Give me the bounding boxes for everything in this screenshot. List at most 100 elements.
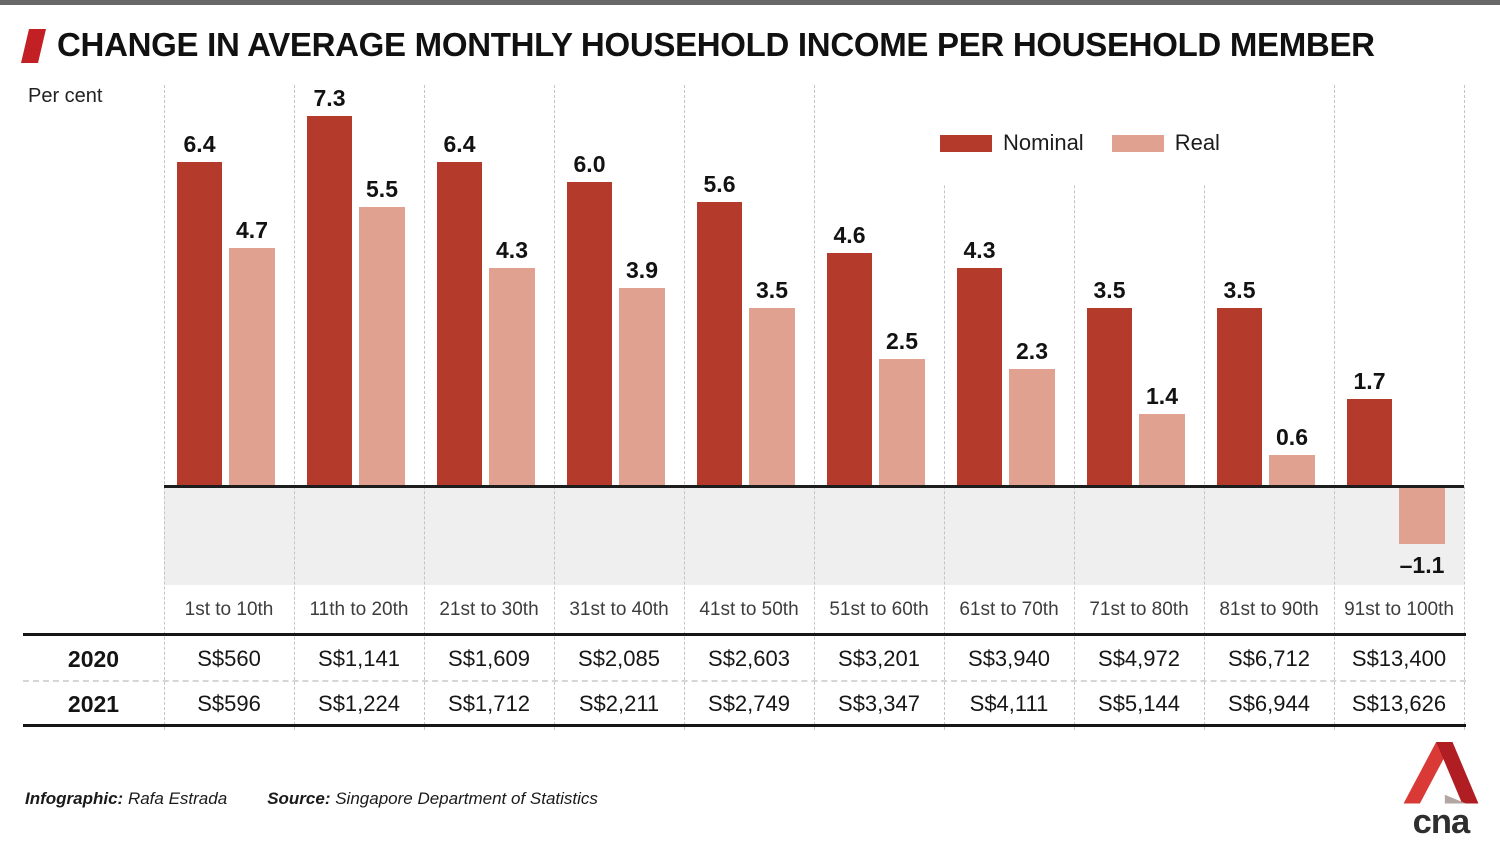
table-value-cell: S$3,347 (838, 691, 920, 716)
category-label: 1st to 10th (184, 599, 274, 620)
footer: Infographic: Rafa Estrada Source: Singap… (25, 789, 598, 809)
table-value-cell: S$5,144 (1098, 691, 1180, 716)
column-gridline (814, 85, 815, 730)
table-row: 2021 S$596 S$1,224 S$1,712 S$2,211 S$2,749 S$3… (23, 686, 1466, 722)
bar-real (359, 207, 405, 485)
bar-nominal (957, 268, 1002, 485)
legend-row: Nominal Real (940, 130, 1277, 156)
bar-nominal (697, 202, 742, 485)
cna-logo: cna (1403, 742, 1479, 838)
table-value-cell: S$1,141 (318, 646, 400, 671)
table-value-cell: S$6,944 (1228, 691, 1310, 716)
table-value-cell: S$13,626 (1351, 691, 1447, 716)
category-label: 71st to 80th (1089, 599, 1189, 620)
bar-real-value-label: 0.6 (1276, 424, 1308, 450)
table-year-header: 2021 (67, 690, 120, 717)
table-year-header: 2020 (67, 645, 120, 672)
bar-real (619, 288, 665, 485)
bar-real-value-label: 2.3 (1016, 338, 1048, 364)
bar-real-value-label: 5.5 (366, 176, 398, 202)
bar-real (749, 308, 795, 485)
source-credit: Source: Singapore Department of Statisti… (267, 789, 598, 809)
bar-nominal-value-label: 4.6 (833, 222, 866, 248)
bar-nominal-value-label: 5.6 (703, 171, 736, 197)
table-value-cell: S$6,712 (1228, 646, 1310, 671)
column-gridline (944, 85, 945, 730)
table-row: 2020 S$560 S$1,141 S$1,609 S$2,085 S$2,603 S$3… (23, 639, 1466, 679)
plot-area: Nominal Real 6.4 4.7 1st to 10th 7.3 5.5 11th… (164, 85, 1465, 730)
bar-nominal-value-label: 6.4 (443, 131, 476, 157)
bar-real-value-label: 1.4 (1146, 383, 1178, 409)
column-gridline (1334, 85, 1335, 730)
table-value-cell: S$1,712 (448, 691, 530, 716)
source-label: Source: (267, 789, 331, 808)
bar-real (489, 268, 535, 485)
bar-nominal-value-label: 6.4 (183, 131, 216, 157)
table-value-cell: S$4,972 (1098, 646, 1180, 671)
table-value-cell: S$560 (197, 646, 261, 671)
cna-logo-left-leg (1403, 742, 1453, 804)
legend-swatch-nominal (940, 134, 992, 152)
infographic-label: Infographic: (25, 789, 124, 808)
bar-nominal-value-label: 6.0 (573, 151, 606, 177)
table-value-cell: S$2,211 (578, 691, 660, 716)
column-gridline (684, 85, 685, 730)
source-value: Singapore Department of Statistics (335, 789, 598, 808)
bar-real (1399, 488, 1445, 544)
cna-slash-icon (21, 29, 46, 63)
bar-nominal (177, 162, 222, 485)
column-gridline (1204, 85, 1205, 730)
column-gridline (164, 85, 165, 730)
column-gridline (1074, 85, 1075, 730)
bar-real-value-label: 3.9 (626, 257, 658, 283)
category-label: 81st to 90th (1219, 599, 1319, 620)
table-value-cell: S$2,085 (578, 646, 660, 671)
bar-nominal (1347, 399, 1392, 485)
table-bottom-border (23, 724, 1466, 727)
table-value-cell: S$2,749 (708, 691, 790, 716)
bar-real (1139, 414, 1185, 485)
cna-logo-right-leg (1436, 742, 1479, 804)
bar-real-value-label: –1.1 (1399, 552, 1445, 578)
column-gridline (554, 85, 555, 730)
y-axis-unit-label: Per cent (28, 85, 103, 107)
category-label: 51st to 60th (829, 599, 929, 620)
bar-nominal (437, 162, 482, 485)
legend-swatch-real (1111, 134, 1164, 152)
column-gridline (1464, 85, 1465, 730)
table-value-cell: S$1,609 (448, 646, 530, 671)
bar-nominal-value-label: 3.5 (1223, 277, 1256, 303)
infographic-credit: Infographic: Rafa Estrada (25, 789, 227, 809)
bar-nominal (307, 116, 352, 485)
legend-label-nominal: Nominal (1003, 130, 1084, 155)
category-label: 61st to 70th (959, 599, 1059, 620)
bar-nominal-value-label: 1.7 (1353, 368, 1386, 394)
bar-nominal (1217, 308, 1262, 485)
column-gridline (294, 85, 295, 730)
bar-real (1269, 455, 1315, 485)
zero-baseline (164, 485, 1464, 488)
table-value-cell: S$596 (197, 691, 261, 716)
table-value-cell: S$3,201 (838, 646, 920, 671)
category-label: 31st to 40th (569, 599, 669, 620)
bar-real-value-label: 2.5 (886, 328, 918, 354)
bar-real-value-label: 4.7 (236, 217, 268, 243)
bar-nominal-value-label: 3.5 (1093, 277, 1126, 303)
category-label: 41st to 50th (699, 599, 799, 620)
column-gridline (424, 85, 425, 730)
legend: Nominal Real (925, 85, 1277, 185)
bar-real (879, 359, 925, 485)
category-label: 91st to 100th (1344, 599, 1454, 620)
infographic-value: Rafa Estrada (127, 789, 228, 808)
table-value-cell: S$1,224 (318, 691, 400, 716)
bar-nominal-value-label: 4.3 (963, 237, 996, 263)
table-top-border (23, 633, 1466, 636)
bar-nominal (567, 182, 612, 485)
table-value-cell: S$4,111 (969, 691, 1049, 716)
top-gray-bar (0, 0, 1500, 5)
cna-logo-text: cna (1413, 803, 1471, 838)
legend-label-real: Real (1174, 130, 1220, 155)
bar-nominal (1087, 308, 1132, 485)
table-row-separator (23, 680, 1466, 682)
